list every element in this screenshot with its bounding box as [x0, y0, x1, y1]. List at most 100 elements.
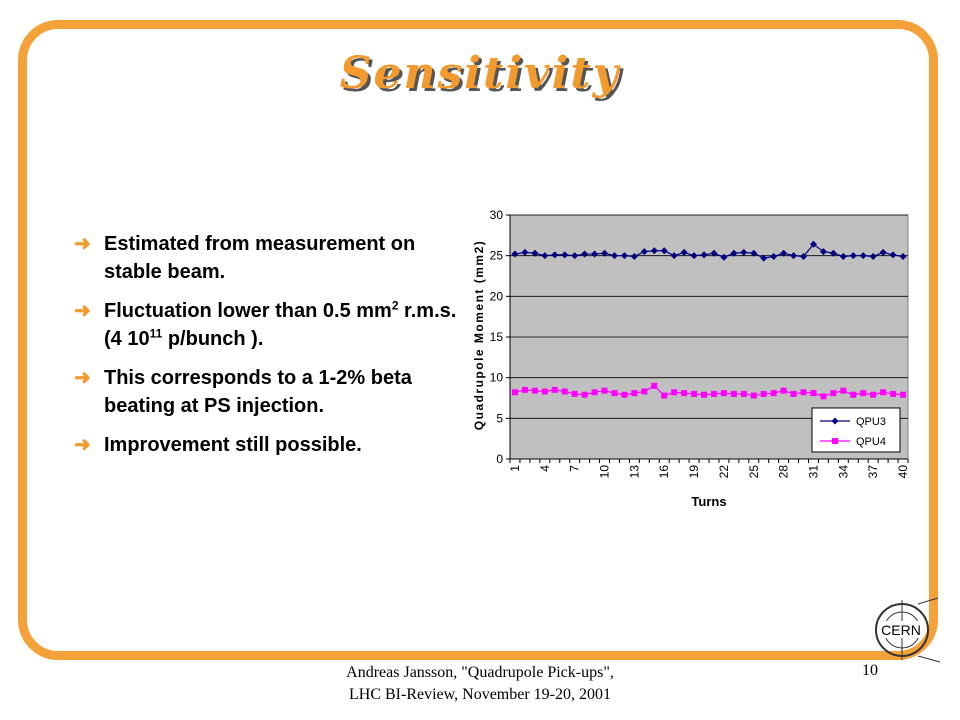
data-point: [591, 250, 599, 258]
data-point: [810, 390, 817, 397]
data-point: [720, 253, 728, 261]
arrow-right-icon: ➜: [74, 233, 91, 255]
chart-axis-layer: 0 5 10 15 20 25 30 1 4 7 10 13 16 19 22 25 28 31 34 37 40: [490, 208, 910, 478]
data-point: [690, 252, 698, 260]
data-point: [620, 252, 628, 260]
bullet-superscript: 2: [391, 298, 399, 313]
data-point: [710, 390, 717, 397]
legend-label: QPU3: [856, 416, 886, 428]
data-point: [581, 391, 588, 398]
x-tick-label: 28: [777, 465, 791, 479]
data-point: [531, 387, 538, 394]
legend-marker: [832, 438, 838, 444]
data-point: [610, 252, 618, 260]
series-line-qpu3: [514, 243, 904, 259]
data-point: [790, 252, 798, 260]
bullet-text-part: Fluctuation lower than 0.5 mm: [104, 300, 392, 322]
cern-logo: CERN: [875, 597, 941, 663]
data-point: [561, 388, 568, 395]
x-tick-label: 25: [747, 465, 761, 479]
data-point: [511, 389, 518, 396]
y-tick-label: 0: [496, 452, 503, 466]
data-point: [770, 390, 777, 397]
page-number: 10: [862, 662, 878, 679]
data-point: [740, 390, 747, 397]
x-tick-label: 19: [687, 465, 701, 479]
data-point: [541, 252, 549, 260]
data-point: [680, 248, 688, 256]
data-point: [611, 390, 618, 397]
data-point: [591, 389, 598, 396]
chart-legend: QPU3 QPU4: [811, 407, 901, 453]
data-point: [790, 390, 797, 397]
data-point: [571, 252, 579, 260]
footer-line-2: LHC BI-Review, November 19-20, 2001: [348, 686, 612, 703]
x-axis-title: Turns: [691, 494, 726, 509]
data-point: [701, 391, 708, 398]
x-tick-label: 16: [657, 465, 671, 479]
data-point: [899, 252, 907, 260]
legend-label: QPU4: [856, 436, 886, 448]
bullet-item: ➜ Estimated from measurement on stable be…: [74, 230, 464, 286]
x-tick-label: 22: [717, 465, 731, 479]
data-point: [780, 249, 788, 257]
data-point: [671, 389, 678, 396]
data-point: [880, 389, 887, 396]
data-point: [890, 390, 897, 397]
y-tick-label: 30: [490, 208, 504, 222]
data-point: [561, 251, 569, 259]
data-point: [820, 393, 827, 400]
data-point: [521, 386, 528, 393]
data-point: [700, 251, 708, 259]
data-point: [720, 390, 727, 397]
data-point: [840, 387, 847, 394]
x-tick-label: 40: [896, 465, 910, 479]
data-point: [531, 249, 539, 257]
slide-title: Sensitivity: [339, 48, 621, 99]
footer-line-1: Andreas Jansson, "Quadrupole Pick-ups",: [346, 664, 614, 681]
y-axis-title: Quadrupole Moment (mm2): [472, 240, 486, 431]
x-tick-label: 4: [538, 465, 552, 472]
data-point: [800, 252, 808, 260]
data-point: [780, 387, 787, 394]
bullet-list: ➜ Estimated from measurement on stable be…: [74, 230, 464, 470]
x-tick-label: 1: [508, 465, 522, 472]
data-point: [850, 391, 857, 398]
data-point: [819, 248, 827, 256]
bullet-text-part: p/bunch ).: [162, 328, 264, 350]
data-point: [651, 382, 658, 389]
x-tick-label: 7: [568, 465, 582, 472]
data-point: [879, 248, 887, 256]
data-point: [889, 251, 897, 259]
data-point: [829, 249, 837, 257]
data-point: [860, 390, 867, 397]
data-point: [551, 386, 558, 393]
arrow-right-icon: ➜: [74, 367, 91, 389]
slide-footer: Andreas Jansson, "Quadrupole Pick-ups", …: [250, 662, 710, 706]
data-point: [641, 388, 648, 395]
data-point: [710, 249, 718, 257]
y-tick-label: 15: [490, 330, 504, 344]
data-point: [661, 392, 668, 399]
chart-series-layer: [511, 240, 907, 400]
data-point: [809, 240, 817, 248]
data-point: [691, 390, 698, 397]
bullet-item: ➜ Fluctuation lower than 0.5 mm2 r.m.s. (…: [74, 297, 464, 353]
arrow-right-icon: ➜: [74, 300, 91, 322]
series-line-qpu4: [514, 385, 904, 398]
data-point: [601, 249, 609, 257]
y-tick-label: 5: [496, 411, 503, 425]
data-point: [800, 389, 807, 396]
data-point: [750, 392, 757, 399]
x-tick-label: 10: [598, 465, 612, 479]
data-point: [740, 248, 748, 256]
x-tick-label: 34: [836, 465, 850, 479]
data-point: [681, 390, 688, 397]
bullet-text: This corresponds to a 1-2% beta beating …: [104, 367, 412, 417]
data-point: [650, 247, 658, 255]
data-point: [870, 391, 877, 398]
data-point: [760, 390, 767, 397]
data-point: [730, 390, 737, 397]
bullet-text-part: r.m.s. (4 10: [104, 300, 457, 350]
data-point: [900, 391, 907, 398]
